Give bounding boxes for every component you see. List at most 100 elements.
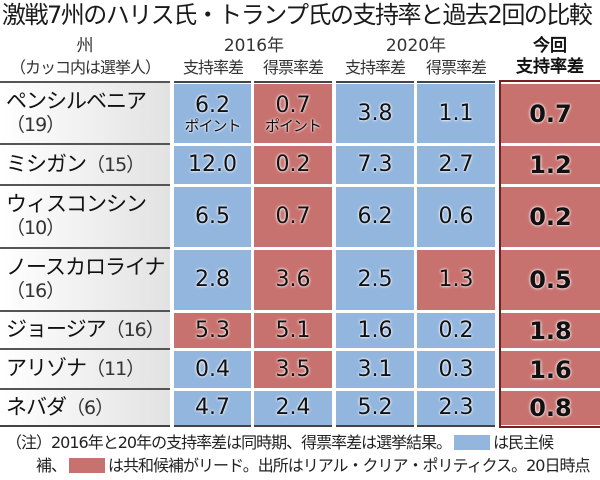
margin-value: 3.5 (275, 356, 311, 382)
margin-cell: 2.7 (417, 146, 495, 184)
column-bottom-rule (174, 425, 251, 427)
margin-value: 2.4 (275, 395, 311, 420)
current-margin-cell: 0.2 (501, 187, 600, 247)
col-2016-support: 支持率差 (182, 58, 244, 77)
margin-value: 1.1 (438, 100, 474, 126)
current-margin-cell: 0.7 (501, 84, 600, 143)
state-name: ペンシルベニア (6, 88, 147, 113)
state-label: アリゾナ（11） (0, 348, 170, 388)
column-top-rule (174, 81, 251, 83)
electoral-votes: （6） (66, 396, 114, 419)
margin-value: 1.2 (529, 151, 572, 179)
margin-value: 4.7 (195, 395, 230, 420)
margin-cell: 3.5 (254, 351, 332, 388)
margin-value: 0.8 (529, 394, 572, 422)
electoral-votes: （16） (105, 319, 165, 341)
rep-swatch (69, 458, 106, 473)
margin-cell: 0.2 (254, 146, 332, 184)
state-label: ペンシルベニア （19） (0, 81, 170, 143)
current-margin-cell: 0.5 (501, 250, 600, 310)
margin-cell: 1.6 (336, 313, 414, 348)
unit-label: ポイント (184, 116, 241, 135)
margin-cell: 2.3 (417, 391, 495, 425)
margin-cell: 7.3 (336, 146, 414, 184)
note-text-3: 補、 (36, 456, 67, 475)
margin-value: 0.7 (529, 99, 572, 128)
state-header-label: 州 (76, 36, 94, 56)
margin-value: 5.1 (275, 317, 311, 343)
margin-value: 0.3 (438, 356, 474, 382)
state-name: ウィスコンシン (6, 192, 147, 216)
margin-value: 0.6 (438, 204, 474, 229)
margin-cell: 3.1 (336, 351, 414, 388)
col-2016-vote: 得票率差 (262, 58, 324, 77)
margin-cell: 0.4 (174, 351, 251, 388)
note-text-1: （注）2016年と20年の支持率差は同時期、得票率差は選挙結果。 (6, 433, 452, 452)
current-column-highlight (499, 80, 600, 428)
margin-cell: 2.5 (336, 250, 414, 310)
margin-value: 2.8 (195, 267, 230, 292)
margin-value: 5.3 (195, 317, 230, 343)
margin-cell: 0.2 (417, 313, 495, 348)
state-label: ジョージア（16） (0, 310, 170, 348)
state-name: アリゾナ (6, 356, 87, 380)
state-bottom-rule (0, 425, 170, 427)
margin-value: 2.5 (357, 267, 393, 292)
margin-cell: 0.7 ポイント (254, 84, 332, 143)
state-name: ノースカロライナ (6, 255, 166, 279)
margin-value: 6.2 (195, 92, 230, 118)
state-name: ネバダ (6, 394, 67, 419)
margin-cell: 5.1 (254, 313, 332, 348)
margin-cell: 3.8 (336, 84, 414, 143)
electoral-votes: （10） (6, 217, 65, 239)
state-label: ウィスコンシン （10） (0, 184, 170, 247)
unit-label: ポイント (264, 116, 322, 135)
electoral-votes: （15） (86, 153, 145, 176)
col-current-top: 今回 (533, 36, 567, 56)
margin-cell: 1.3 (417, 250, 495, 310)
year-2020-header: 2020年 (385, 36, 447, 56)
margin-value: 0.4 (195, 356, 230, 382)
column-top-rule (417, 81, 495, 83)
year-2016-header: 2016年 (223, 36, 285, 56)
margin-cell: 1.1 (417, 84, 495, 143)
margin-cell: 3.6 (254, 250, 332, 310)
margin-value: 3.1 (357, 356, 393, 382)
column-bottom-rule (417, 425, 495, 427)
state-name: ミシガン (6, 151, 87, 176)
margin-cell: 5.3 (174, 313, 251, 348)
current-margin-cell: 0.8 (501, 391, 600, 425)
margin-value: 0.7 (275, 92, 311, 118)
margin-value: 1.8 (529, 316, 572, 345)
note-text-4: は共和候補がリード。出所はリアル・クリア・ポリティクス。20日時点 (108, 456, 590, 475)
state-label: ノースカロライナ （16） (0, 247, 170, 310)
state-header-sub: （カッコ内は選挙人） (9, 58, 161, 77)
margin-value: 0.2 (529, 203, 572, 231)
note-text-2: は民主候 (493, 433, 554, 452)
column-bottom-rule (336, 425, 414, 427)
margin-cell: 0.6 (417, 187, 495, 247)
col-current-label: 支持率差 (516, 57, 584, 77)
margin-cell: 12.0 (174, 146, 251, 184)
current-margin-cell: 1.2 (501, 146, 600, 184)
margin-value: 1.6 (357, 317, 393, 343)
margin-cell: 0.3 (417, 351, 495, 388)
col-2020-vote: 得票率差 (425, 58, 487, 77)
column-bottom-rule (254, 425, 332, 427)
margin-value: 7.3 (357, 152, 393, 177)
margin-value: 2.3 (438, 395, 474, 420)
margin-value: 5.2 (357, 395, 393, 420)
margin-value: 2.7 (438, 152, 474, 177)
margin-cell: 2.4 (254, 391, 332, 425)
col-current: 今回 支持率差 (500, 36, 600, 78)
column-top-rule (336, 81, 414, 83)
margin-value: 1.6 (529, 355, 572, 384)
current-margin-cell: 1.6 (501, 351, 600, 388)
margin-value: 0.5 (529, 266, 572, 294)
margin-value: 3.6 (275, 267, 311, 292)
chart-title: 激戦7州のハリス氏・トランプ氏の支持率と過去2回の比較 (2, 1, 593, 29)
margin-value: 3.8 (357, 100, 393, 126)
margin-cell: 0.7 (254, 187, 332, 247)
margin-value: 1.3 (438, 267, 474, 292)
margin-cell: 4.7 (174, 391, 251, 425)
